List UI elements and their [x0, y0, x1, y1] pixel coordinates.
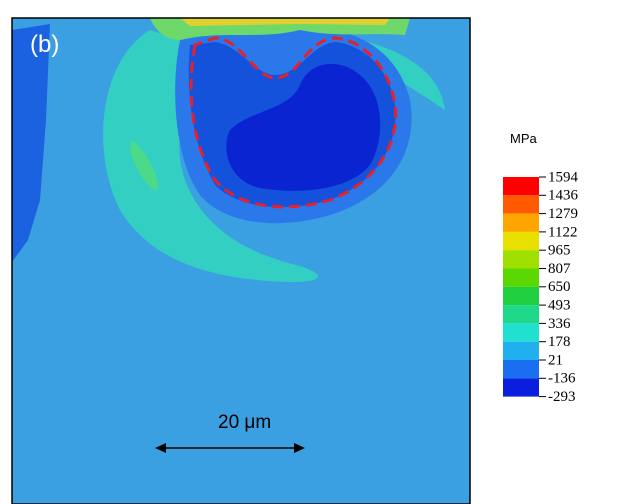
swatch — [503, 231, 539, 251]
level-label: 965 — [548, 243, 571, 259]
level-label: -136 — [548, 371, 576, 387]
color-bar — [503, 177, 539, 397]
legend-levels: 1594 1436 1279 1122 965 807 650 493 336 178 21 -136… — [539, 169, 579, 405]
level-label: 1122 — [548, 224, 577, 240]
panel-label: (b) — [30, 31, 59, 58]
level-label: 493 — [548, 298, 571, 314]
swatch — [503, 250, 539, 269]
swatch — [503, 360, 539, 379]
tensile-spot — [130, 140, 159, 191]
swatch — [503, 323, 539, 342]
contour-plot: (b) 20 μm — [11, 17, 471, 504]
swatch — [503, 305, 539, 324]
level-label: -293 — [548, 389, 576, 405]
legend-unit: MPa — [510, 131, 538, 146]
left-compressive-region — [12, 24, 50, 262]
level-label: 178 — [548, 334, 571, 350]
pit-core — [226, 63, 381, 191]
tensile-halo — [103, 30, 319, 282]
scale-bar-label: 20 μm — [218, 412, 271, 433]
level-label: 650 — [548, 279, 571, 295]
level-label: 807 — [548, 261, 571, 277]
level-label: 336 — [548, 316, 571, 332]
level-label: 21 — [548, 352, 563, 368]
legend: MPa 1594 1436 1279 1122 965 807 650 493 336 178 21… — [503, 131, 579, 405]
level-label: 1594 — [548, 169, 579, 185]
pit-outline — [189, 36, 398, 209]
swatch — [503, 177, 539, 196]
swatch — [503, 378, 539, 397]
swatch — [503, 341, 539, 360]
swatch — [503, 213, 539, 232]
level-label: 1436 — [548, 188, 579, 204]
swatch — [503, 195, 539, 214]
plot-frame — [11, 17, 471, 504]
swatch — [503, 286, 539, 306]
surface-hot-strip — [180, 18, 390, 26]
swatch — [503, 268, 539, 287]
level-label: 1279 — [548, 206, 578, 222]
